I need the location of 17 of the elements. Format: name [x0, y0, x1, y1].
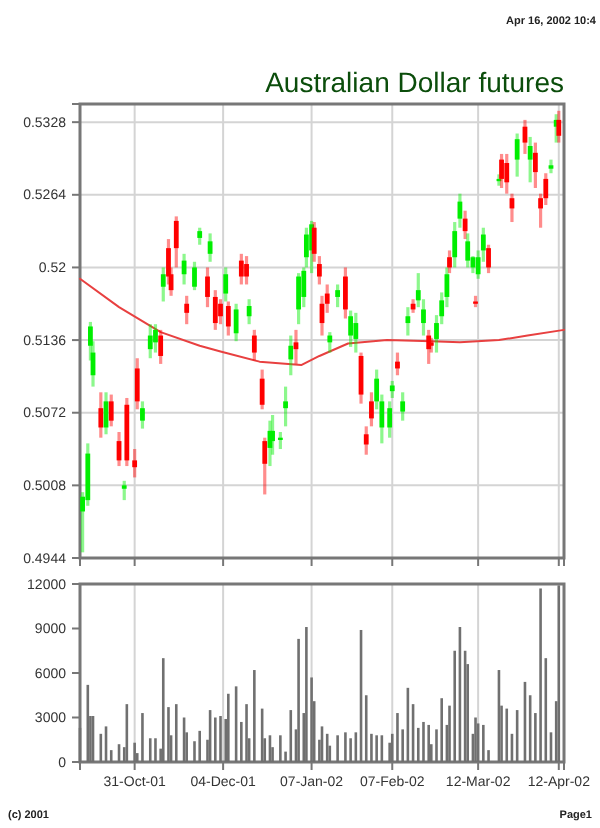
candlestick [395, 350, 400, 377]
candlestick [434, 313, 439, 355]
candlestick [296, 271, 301, 326]
candlestick [421, 297, 426, 338]
candlestick [486, 243, 491, 275]
chart-title: Australian Dollar futures [265, 66, 564, 98]
candlestick [218, 297, 223, 326]
candlestick [369, 390, 374, 428]
candlestick [473, 294, 478, 309]
candlestick [192, 260, 197, 292]
candlestick [153, 322, 158, 355]
candlestick [343, 265, 348, 321]
line-series [79, 277, 565, 367]
candlestick [140, 399, 145, 431]
candlestick [244, 254, 249, 287]
candlestick [283, 385, 288, 428]
candlestick [205, 265, 210, 309]
